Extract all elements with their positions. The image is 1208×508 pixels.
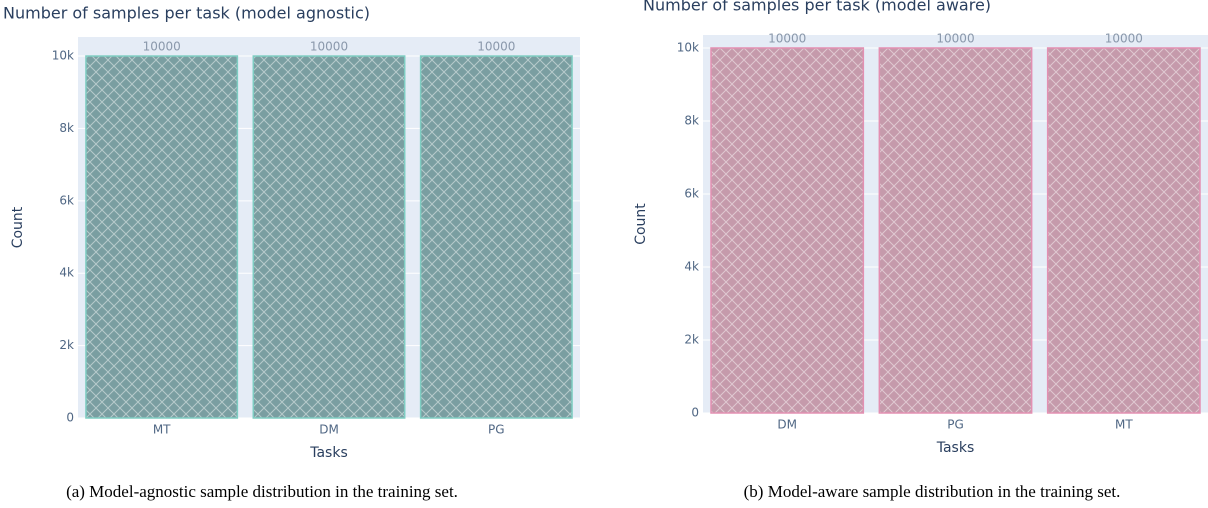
x-axis-label: Tasks: [936, 440, 975, 456]
y-tick-label: 8k: [59, 121, 74, 135]
x-tick-label: DM: [319, 423, 339, 437]
y-tick-label: 10k: [677, 40, 699, 54]
x-tick-label: DM: [777, 418, 797, 432]
bar: [878, 47, 1033, 414]
y-tick-label: 2k: [684, 332, 699, 346]
bar: [252, 55, 406, 419]
y-axis-label: Count: [633, 203, 649, 245]
y-tick-label: 8k: [684, 113, 699, 127]
y-tick-label: 2k: [59, 338, 74, 352]
y-tick-label: 6k: [59, 193, 74, 207]
value-label: 10000: [310, 40, 348, 54]
caption: (b) Model-aware sample distribution in t…: [744, 482, 1121, 501]
x-axis-label: Tasks: [309, 445, 348, 461]
value-label: 10000: [768, 31, 806, 45]
value-label: 10000: [143, 40, 181, 54]
y-tick-label: 0: [691, 406, 699, 420]
x-tick-label: PG: [488, 423, 505, 437]
chart-title: Number of samples per task (model agnost…: [3, 4, 370, 23]
bar: [419, 55, 573, 419]
chart-title: Number of samples per task (model aware): [643, 0, 991, 15]
y-tick-label: 0: [66, 411, 74, 425]
x-tick-label: MT: [1115, 418, 1133, 432]
x-tick-label: PG: [947, 418, 964, 432]
bar: [710, 47, 865, 414]
y-tick-label: 4k: [684, 259, 699, 273]
caption: (a) Model-agnostic sample distribution i…: [66, 482, 458, 501]
bar: [85, 55, 239, 419]
y-tick-label: 6k: [684, 186, 699, 200]
y-tick-label: 4k: [59, 266, 74, 280]
bar: [1046, 47, 1201, 414]
value-label: 10000: [1105, 31, 1143, 45]
value-label: 10000: [477, 40, 515, 54]
x-tick-label: MT: [153, 423, 171, 437]
value-label: 10000: [936, 31, 974, 45]
y-axis-label: Count: [10, 206, 26, 248]
y-tick-label: 10k: [52, 49, 74, 63]
